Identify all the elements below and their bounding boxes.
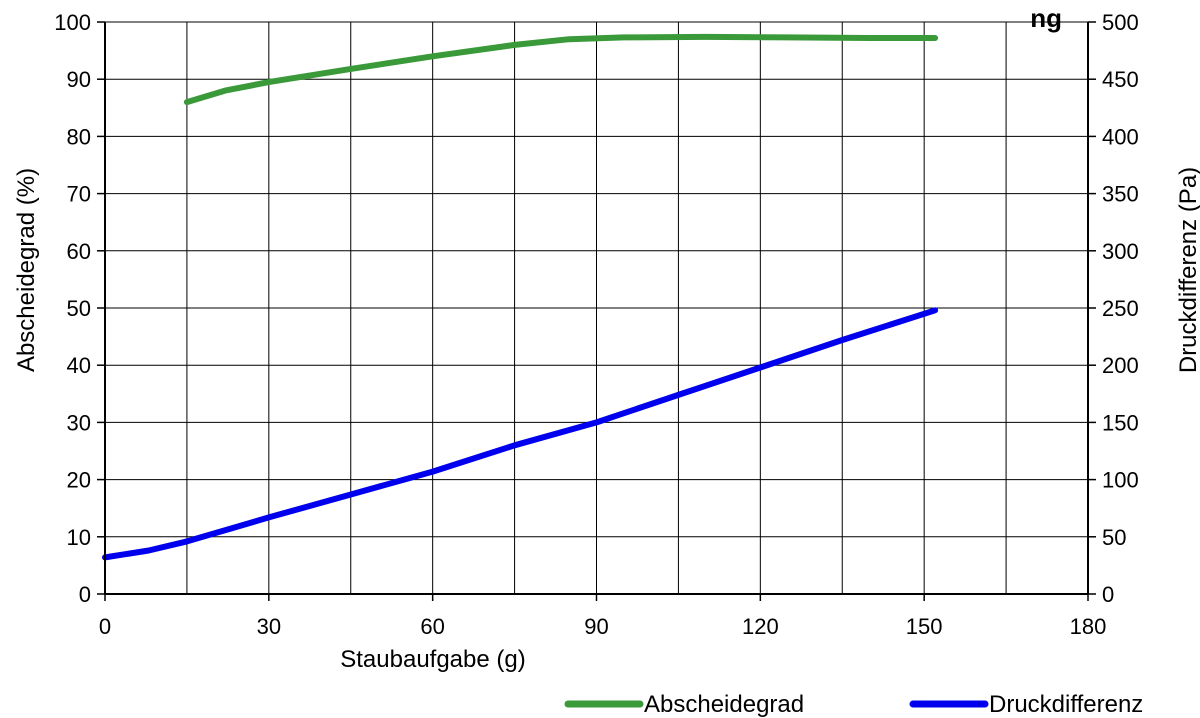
- y-tick-label-left: 50: [67, 296, 91, 321]
- series-lines: [102, 33, 939, 561]
- x-tick-label: 150: [906, 614, 943, 639]
- grid-lines: [104, 21, 1089, 595]
- y-tick-label-right: 450: [1102, 67, 1139, 92]
- y-tick-label-right: 300: [1102, 239, 1139, 264]
- y-tick-label-right: 400: [1102, 124, 1139, 149]
- y-tick-label-left: 70: [67, 182, 91, 207]
- chart-title: ng: [1030, 3, 1062, 33]
- legend-label-abscheidegrad: Abscheidegrad: [644, 691, 804, 718]
- y-tick-label-right: 0: [1102, 582, 1114, 607]
- y-tick-label-right: 150: [1102, 410, 1139, 435]
- y-tick-label-right: 50: [1102, 525, 1126, 550]
- y-tick-label-right: 100: [1102, 468, 1139, 493]
- y-tick-label-left: 30: [67, 410, 91, 435]
- y-tick-label-left: 60: [67, 239, 91, 264]
- y-tick-label-left: 20: [67, 468, 91, 493]
- y-tick-label-right: 500: [1102, 10, 1139, 35]
- x-tick-label: 60: [420, 614, 444, 639]
- y-tick-label-right: 350: [1102, 182, 1139, 207]
- y-tick-label-right: 200: [1102, 353, 1139, 378]
- tick-labels: 0 30 60 90 120 150 180 0 10 20 30 40 50 60 70 80 90 100 0 5…: [54, 10, 1138, 639]
- y-tick-label-left: 80: [67, 124, 91, 149]
- x-axis-title: Staubaufgabe (g): [340, 646, 525, 673]
- plot-frame: [97, 21, 1096, 601]
- y-tick-label-left: 0: [79, 582, 91, 607]
- x-tick-label: 120: [742, 614, 779, 639]
- series-line-druckdifferenz: [102, 307, 939, 561]
- x-tick-label: 90: [584, 614, 608, 639]
- series-line-abscheidegrad: [183, 33, 939, 106]
- x-tick-label: 0: [99, 614, 111, 639]
- y-axis-title-right: Druckdifferenz (Pa): [1175, 167, 1200, 373]
- y-tick-label-right: 250: [1102, 296, 1139, 321]
- y-tick-label-left: 10: [67, 525, 91, 550]
- x-tick-label: 30: [257, 614, 281, 639]
- y-tick-label-left: 40: [67, 353, 91, 378]
- y-tick-label-left: 100: [54, 10, 91, 35]
- y-tick-label-left: 90: [67, 67, 91, 92]
- x-tick-label: 180: [1070, 614, 1107, 639]
- y-axis-title-left: Abscheidegrad (%): [13, 168, 40, 372]
- legend: Abscheidegrad Druckdifferenz: [564, 691, 1143, 718]
- legend-label-druckdifferenz: Druckdifferenz: [989, 691, 1143, 718]
